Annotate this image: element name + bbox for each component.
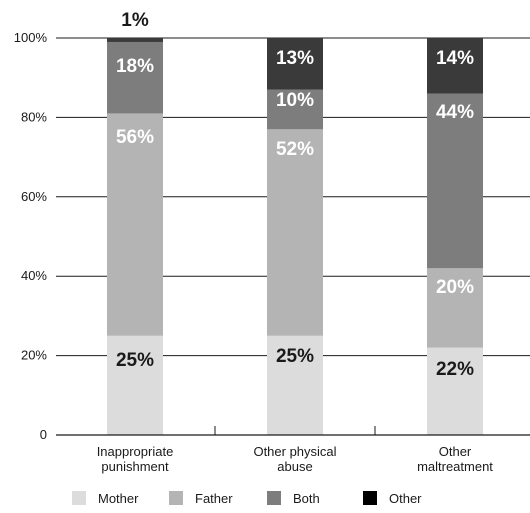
legend-label: Other: [389, 491, 422, 506]
data-label: 56%: [116, 127, 154, 148]
bar-segment: [107, 113, 163, 336]
data-label: 22%: [436, 359, 474, 380]
bar-segment: [107, 335, 163, 435]
bars: [107, 38, 483, 435]
category-label: punishment: [101, 459, 169, 474]
data-label: 10%: [276, 90, 314, 111]
data-label: 14%: [436, 48, 474, 69]
bar-segment: [427, 268, 483, 348]
bar-segment: [267, 38, 323, 90]
category-label: Other: [439, 444, 472, 459]
bar-segment: [107, 41, 163, 114]
category-label: Inappropriate: [97, 444, 174, 459]
y-tick-label: 20%: [21, 348, 47, 363]
legend-label: Both: [293, 491, 320, 506]
y-tick-label: 40%: [21, 268, 47, 283]
legend-swatch: [363, 491, 377, 505]
category-label: maltreatment: [417, 459, 493, 474]
legend-swatch: [169, 491, 183, 505]
y-axis-ticks: 0 20% 40% 60% 80% 100%: [14, 30, 48, 442]
legend-label: Mother: [98, 491, 139, 506]
bar-segment: [427, 93, 483, 269]
category-label: Other physical: [253, 444, 336, 459]
y-tick-label: 100%: [14, 30, 48, 45]
data-label: 52%: [276, 139, 314, 160]
bar-segment: [427, 38, 483, 94]
data-label: 25%: [276, 346, 314, 367]
data-label: 20%: [436, 277, 474, 298]
legend: Mother Father Both Other: [72, 491, 422, 506]
bar-segment: [107, 38, 163, 42]
data-label: 13%: [276, 48, 314, 69]
y-tick-label: 80%: [21, 109, 47, 124]
bar-segment: [267, 129, 323, 336]
legend-swatch: [267, 491, 281, 505]
x-axis: [56, 426, 530, 436]
data-label: 44%: [436, 102, 474, 123]
y-tick-label: 0: [40, 427, 47, 442]
legend-swatch: [72, 491, 86, 505]
legend-label: Father: [195, 491, 233, 506]
y-tick-label: 60%: [21, 189, 47, 204]
bar-segment: [267, 89, 323, 130]
bar-segment: [427, 347, 483, 435]
data-label: 1%: [121, 10, 149, 31]
data-label: 18%: [116, 56, 154, 77]
data-labels: 25% 56% 18% 1% 25% 52% 10% 13% 22% 20% 44% 14%: [116, 10, 474, 380]
category-label: abuse: [277, 459, 312, 474]
bar-segment: [267, 335, 323, 435]
data-label: 25%: [116, 350, 154, 371]
